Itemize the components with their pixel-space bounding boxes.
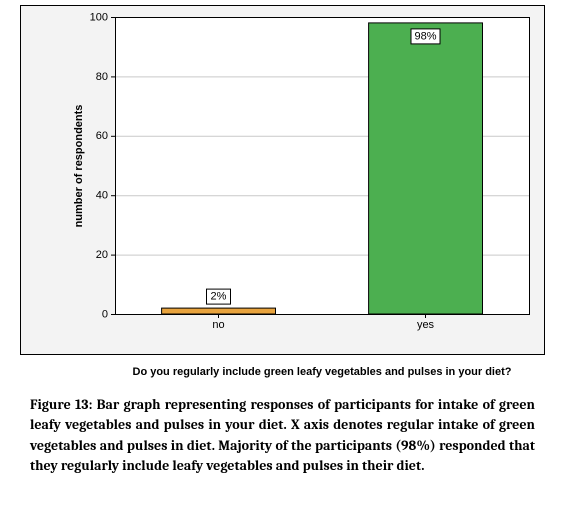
ytick-label: 20 (96, 249, 108, 261)
xtick-label: yes (417, 319, 435, 331)
ytick-label: 80 (96, 71, 108, 83)
bar-value-label: 2% (211, 291, 227, 303)
figure: 0 20 40 60 80 100 2% 98% no yes number of respo… (0, 0, 565, 516)
y-axis-label: number of respondents (73, 105, 85, 228)
bar-value-label: 98% (414, 30, 436, 42)
ytick-label: 60 (96, 130, 108, 142)
x-axis-label: Do you regularly include green leafy veg… (133, 366, 512, 378)
figure-caption: Figure 13: Bar graph representing respon… (30, 395, 535, 476)
ytick-label: 40 (96, 190, 108, 202)
bar (369, 23, 483, 314)
bar-chart: 0 20 40 60 80 100 2% 98% no yes number of respo… (20, 5, 545, 385)
bar (162, 308, 276, 314)
ytick-label: 100 (90, 11, 108, 23)
xtick-label: no (212, 319, 224, 331)
ytick-label: 0 (102, 308, 108, 320)
